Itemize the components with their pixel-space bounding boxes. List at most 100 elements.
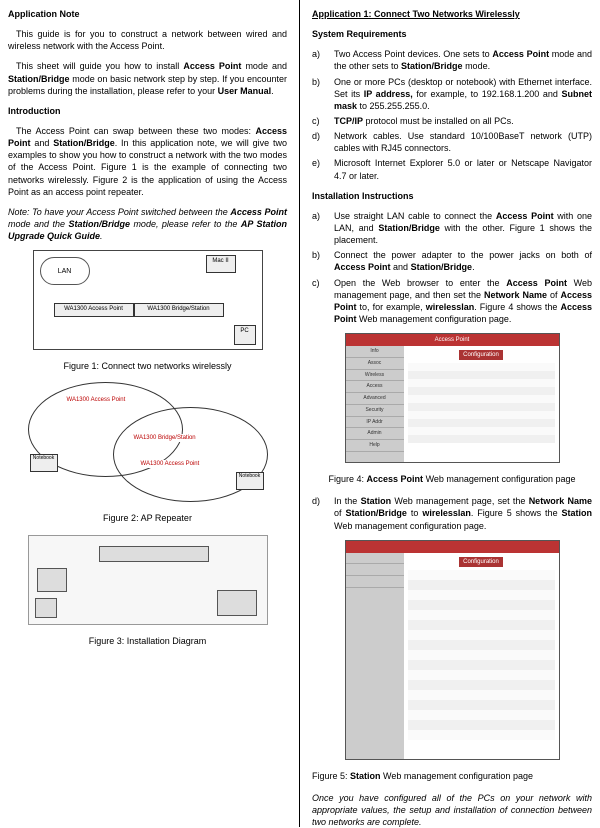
list-label: a) [312,48,334,72]
bold: Network Name [484,290,547,300]
text: mode and [241,61,287,71]
text: mode, please refer to the [130,219,241,229]
bold: Station/Bridge [345,508,407,518]
text: to, for example, [357,302,426,312]
figure-3-caption: Figure 3: Installation Diagram [8,635,287,647]
figure-2-diagram: WA1300 Access Point WA1300 Bridge/Statio… [28,382,268,502]
bold-access-point: Access Point [183,61,241,71]
text: mode. [463,61,491,71]
list-text: Microsoft Internet Explorer 5.0 or later… [334,157,592,181]
sidebar-item: Wireless [346,370,404,382]
text: This sheet will guide you how to install [16,61,183,71]
bold-station-bridge: Station/Bridge [8,74,70,84]
bold: wirelesslan [426,302,475,312]
sidebar-item [346,564,404,576]
text: . [472,262,475,272]
text: . Figure 5 shows the [471,508,562,518]
figure-1: LAN Mac II WA1300 Access Point WA1300 Br… [8,250,287,350]
text: mode and the [8,219,68,229]
bold: Access Point [334,262,391,272]
text: Figure 5: [312,771,350,781]
text: Two Access Point devices. One sets to [334,49,492,59]
list-label: a) [312,210,334,246]
sidebar-item: Advanced [346,393,404,405]
figure-4-caption: Figure 4: Access Point Web management co… [312,473,592,485]
text: Open the Web browser to enter the [334,278,506,288]
completion-paragraph: Once you have configured all of the PCs … [312,792,592,828]
req-a: a) Two Access Point devices. One sets to… [312,48,592,72]
access-point-device: WA1300 Access Point [54,303,134,317]
form-area [408,570,555,740]
list-label: d) [312,130,334,154]
figure-3 [8,535,287,625]
ap1-label: WA1300 Access Point [66,396,127,404]
figure-3-diagram [28,535,268,625]
screenshot-titlebar [346,541,559,553]
instructions-list: a) Use straight LAN cable to connect the… [312,210,592,325]
bold-station-bridge: Station/Bridge [68,219,130,229]
sidebar-item: Help [346,440,404,452]
list-text: One or more PCs (desktop or notebook) wi… [334,76,592,112]
text: Web management configuration page. [334,521,486,531]
adapter-icon [217,590,257,616]
text: of [334,508,345,518]
bold: TCP/IP [334,116,363,126]
text: of [547,290,560,300]
text: . [271,86,274,96]
configuration-banner: Configuration [459,350,503,360]
text: The Access Point can swap between these … [16,126,255,136]
list-label: b) [312,249,334,273]
list-label: b) [312,76,334,112]
text: . Figure 4 shows the [474,302,560,312]
bold-station-bridge: Station/Bridge [53,138,115,148]
heading-introduction: Introduction [8,105,287,117]
ins-c: c) Open the Web browser to enter the Acc… [312,277,592,326]
ins-a: a) Use straight LAN cable to connect the… [312,210,592,246]
text: Web management page, set the [391,496,529,506]
heading-application-note: Application Note [8,8,287,20]
sidebar-item: Admin [346,428,404,440]
text: Web management configuration page [381,771,533,781]
heading-application-1: Application 1: Connect Two Networks Wire… [312,8,592,20]
list-text: Network cables. Use standard 10/100BaseT… [334,130,592,154]
introduction-paragraph: The Access Point can swap between these … [8,125,287,198]
figure-5-caption: Figure 5: Station Web management configu… [312,770,592,782]
text: Web management configuration page. [357,314,512,324]
left-column: Application Note This guide is for you t… [0,0,300,827]
text: Connect the power adapter to the power j… [334,250,592,260]
bold: Access Point [492,49,549,59]
bold: IP address, [364,89,413,99]
sidebar-item: IP Addr [346,417,404,429]
note-paragraph: Note: To have your Access Point switched… [8,206,287,242]
configuration-banner: Configuration [459,557,503,567]
sidebar-item [346,576,404,588]
text: . [100,231,103,241]
list-text: Connect the power adapter to the power j… [334,249,592,273]
bridge-station-device: WA1300 Bridge/Station [134,303,224,317]
bold: Station [361,496,392,506]
right-column: Application 1: Connect Two Networks Wire… [300,0,600,827]
heading-installation-instructions: Installation Instructions [312,190,592,202]
device-icon [99,546,209,562]
mac-device: Mac II [206,255,236,273]
sidebar-item [346,553,404,565]
bold-user-manual: User Manual [218,86,272,96]
notebook-2: Notebook [236,472,264,490]
screenshot-main: Configuration [404,346,559,447]
text: Use straight LAN cable to connect the [334,211,496,221]
list-label: d) [312,495,334,531]
sidebar-item: Info [346,346,404,358]
figure-4: Access Point Info Assoc Wireless Access … [312,333,592,463]
list-label: e) [312,157,334,181]
req-b: b) One or more PCs (desktop or notebook)… [312,76,592,112]
sidebar-item: Access [346,381,404,393]
figure-5: Configuration [312,540,592,760]
req-d: d) Network cables. Use standard 10/100Ba… [312,130,592,154]
text: In the [334,496,361,506]
screenshot-sidebar [346,553,404,759]
intro-paragraph-1: This guide is for you to construct a net… [8,28,287,52]
text: Web management configuration page [423,474,575,484]
text: to 255.255.255.0. [357,101,430,111]
figure-1-diagram: LAN Mac II WA1300 Access Point WA1300 Br… [33,250,263,350]
text: Note: To have your Access Point switched… [8,207,230,217]
